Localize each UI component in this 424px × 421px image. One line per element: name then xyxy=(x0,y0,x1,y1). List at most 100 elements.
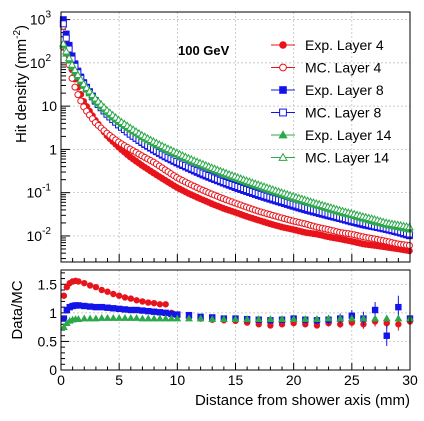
ratio-point xyxy=(289,315,298,322)
legend-item: Exp. Layer 4 xyxy=(271,37,384,53)
ratio-point xyxy=(121,306,129,313)
ratio-point xyxy=(86,303,94,310)
ratio-point xyxy=(359,314,368,322)
legend-marker xyxy=(278,130,288,139)
x-tick-label: 0 xyxy=(57,372,65,388)
ratio-point xyxy=(394,314,403,322)
top-y-tick-label: 102 xyxy=(30,53,52,71)
ratio-point xyxy=(133,306,140,314)
ratio-point xyxy=(75,278,82,285)
legend-item: Exp. Layer 8 xyxy=(271,82,384,98)
legend-item: Exp. Layer 14 xyxy=(271,127,392,143)
data-point xyxy=(405,241,413,249)
ratio-point xyxy=(80,314,89,322)
data-point xyxy=(61,46,71,55)
legend-item: MC. Layer 14 xyxy=(271,150,389,166)
ratio-point xyxy=(97,313,106,321)
bottom-y-tick-label: 0 xyxy=(49,362,57,378)
ratio-point xyxy=(121,313,129,321)
ratio-point xyxy=(60,292,68,299)
ratio-point xyxy=(324,314,333,322)
legend-label: Exp. Layer 14 xyxy=(305,127,392,143)
top-y-tick-label: 10 xyxy=(41,98,57,114)
legend-marker xyxy=(279,41,287,49)
ratio-point xyxy=(371,306,379,314)
energy-annotation: 100 GeV xyxy=(178,43,230,58)
data-point xyxy=(64,53,74,62)
data-point xyxy=(405,222,414,231)
ratio-point xyxy=(126,313,135,321)
ratio-point xyxy=(347,314,356,322)
top-plot-frame xyxy=(60,11,411,263)
ratio-point xyxy=(91,314,100,322)
ratio-point xyxy=(231,315,240,322)
ratio-point xyxy=(185,314,193,322)
ratio-point xyxy=(103,313,112,321)
ratio-point xyxy=(133,297,140,304)
top-series-mc-layer-14 xyxy=(59,39,414,231)
legend-item: MC. Layer 4 xyxy=(271,60,381,76)
data-point xyxy=(67,60,77,68)
ratio-point xyxy=(98,286,105,294)
ratio-point xyxy=(127,295,134,302)
ratio-point xyxy=(121,294,129,301)
legend-label: Exp. Layer 8 xyxy=(305,82,384,98)
bottom-y-tick-label: 1 xyxy=(49,305,57,321)
top-y-tick-label: 10-1 xyxy=(27,183,52,201)
ratio-point xyxy=(92,303,100,311)
bottom-plot-frame xyxy=(60,269,411,371)
x-axis-label: Distance from shower axis (mm) xyxy=(195,392,410,409)
ratio-point xyxy=(155,314,164,322)
legend: Exp. Layer 4 MC. Layer 4 Exp. Layer 8 MC. L… xyxy=(271,37,392,166)
ratio-point xyxy=(395,321,402,328)
top-y-axis-label: Hit density (mm-2) xyxy=(12,25,30,143)
ratio-point xyxy=(208,315,217,322)
bottom-series-exp-layer-4-mc-layer-4 xyxy=(60,277,414,331)
top-series-group xyxy=(59,16,414,255)
ratio-point xyxy=(162,301,169,308)
legend-item: MC. Layer 8 xyxy=(271,105,381,121)
ratio-point xyxy=(150,314,158,322)
data-point xyxy=(62,34,70,42)
ratio-point xyxy=(156,301,164,308)
x-tick-label: 20 xyxy=(286,372,302,388)
data-point xyxy=(76,75,86,83)
data-point xyxy=(79,79,88,88)
data-point xyxy=(82,83,91,91)
legend-label: Exp. Layer 4 xyxy=(305,37,384,53)
bottom-series-group xyxy=(59,277,414,346)
ratio-point xyxy=(278,315,286,322)
ratio-point xyxy=(138,314,147,322)
data-point xyxy=(88,90,97,98)
top-y-tick-label: 1 xyxy=(49,141,57,157)
ratio-point xyxy=(336,314,345,322)
data-point xyxy=(59,39,68,47)
ratio-point xyxy=(86,282,94,289)
ratio-point xyxy=(109,313,118,321)
top-y-tick-label: 103 xyxy=(30,10,52,28)
legend-label: MC. Layer 14 xyxy=(305,150,389,166)
legend-marker xyxy=(279,63,287,72)
ratio-point xyxy=(254,315,263,322)
x-tick-label: 5 xyxy=(115,372,123,388)
ratio-point xyxy=(173,314,182,322)
bottom-y-tick-label: 0.5 xyxy=(38,333,58,349)
ratio-point xyxy=(139,298,146,305)
legend-marker xyxy=(279,108,287,117)
data-point xyxy=(73,70,83,79)
x-tick-label: 30 xyxy=(402,372,418,388)
ratio-point xyxy=(167,314,176,322)
ratio-point xyxy=(150,308,158,315)
data-point xyxy=(77,97,85,105)
ratio-point xyxy=(266,315,275,322)
ratio-point xyxy=(60,315,68,322)
data-point xyxy=(68,74,76,82)
bottom-axis-ticks: 0 5 10 15 20 25 30 0 0.5 1 1.5 xyxy=(38,272,418,388)
ratio-point xyxy=(75,302,82,309)
top-series-mc-layer-4 xyxy=(59,22,413,249)
bottom-y-tick-label: 1.5 xyxy=(38,276,58,292)
ratio-point xyxy=(161,314,170,322)
data-point xyxy=(85,86,94,95)
